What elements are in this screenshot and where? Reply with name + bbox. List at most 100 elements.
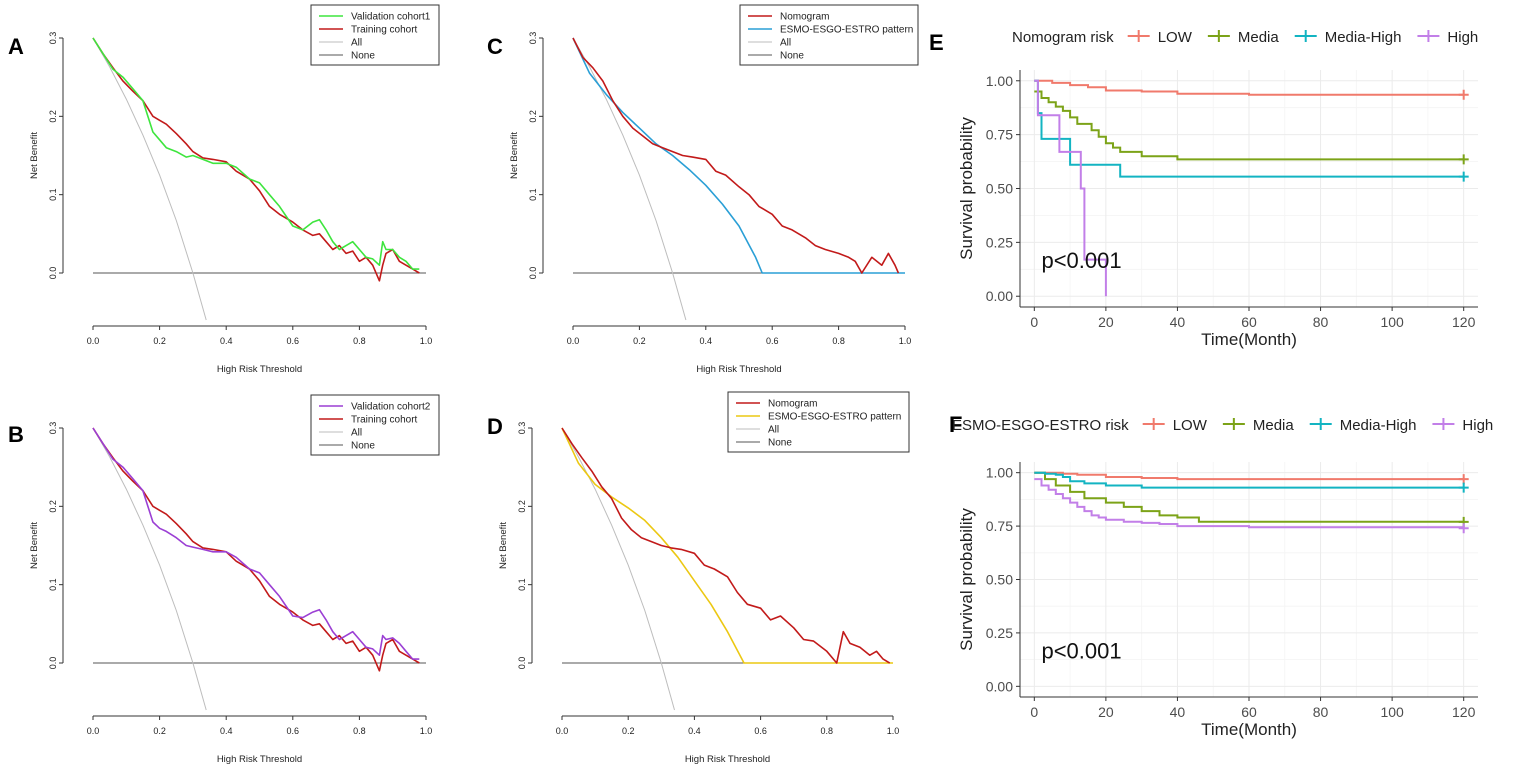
legend-label: High (1462, 417, 1493, 434)
x-tick-label: 0.8 (353, 336, 366, 346)
y-tick-label: 0.25 (986, 234, 1013, 250)
y-tick-label: 0.0 (517, 657, 527, 670)
km-curve-media (1034, 471, 1464, 523)
series-line-validation-cohort2 (92, 427, 420, 660)
x-tick-label: 1.0 (899, 336, 912, 346)
x-tick-label: 0.0 (87, 336, 100, 346)
legend-label: Validation cohort1 (351, 12, 431, 23)
series-line-all (561, 427, 675, 711)
km-curve-high (1034, 478, 1465, 529)
panel-letter: C (487, 34, 503, 59)
km-curve-media (1034, 90, 1464, 161)
y-tick-label: 0.3 (517, 422, 527, 435)
y-tick-label: 0.1 (528, 188, 538, 201)
x-tick-label: 100 (1380, 704, 1404, 720)
legend-title: Nomogram risk (1012, 29, 1114, 46)
legend-label: All (351, 38, 362, 49)
legend-label: Nomogram (768, 399, 817, 410)
x-tick-label: 1.0 (420, 726, 433, 736)
series-line-nomogram (561, 427, 891, 664)
y-tick-label: 0.2 (528, 110, 538, 123)
x-tick-label: 1.0 (420, 336, 433, 346)
x-tick-label: 0.8 (821, 726, 834, 736)
y-tick-label: 0.1 (48, 188, 58, 201)
legend-label: Media-High (1340, 417, 1417, 434)
x-tick-label: 40 (1170, 704, 1186, 720)
legend-label: Media-High (1325, 29, 1402, 46)
x-tick-label: 0.0 (556, 726, 569, 736)
legend-label: Media (1238, 29, 1280, 46)
x-axis-label: High Risk Threshold (685, 754, 770, 765)
panel-b: B 0.0 0.2 0.4 0.6 0.8 1.0 0.0 0.1 0.2 0.3 High Risk… (8, 394, 440, 765)
x-axis-label: High Risk Threshold (217, 754, 302, 765)
panel-e: E 0 20 40 60 80 100 120 0.00 0.25 0.50 0.75 1.00 Time… (929, 29, 1478, 349)
y-tick-label: 1.00 (986, 465, 1013, 481)
legend-label: All (780, 38, 791, 49)
panel-a: A 0.0 0.2 0.4 0.6 0.8 1.0 0.0 0.1 0.2 0.3 High Risk… (8, 4, 440, 375)
y-tick-label: 0.2 (48, 110, 58, 123)
censor-mark (1458, 474, 1469, 485)
y-axis-label: Survival probability (957, 117, 976, 260)
x-tick-label: 60 (1241, 704, 1257, 720)
censor-mark (1458, 523, 1469, 534)
x-tick-label: 0 (1030, 314, 1038, 330)
x-axis-label: High Risk Threshold (217, 364, 302, 375)
x-tick-label: 0.4 (688, 726, 701, 736)
x-tick-label: 80 (1313, 704, 1329, 720)
legend-label: ESMO-ESGO-ESTRO pattern (768, 412, 901, 423)
km-curve-media-high (1034, 471, 1464, 489)
censor-mark (1458, 171, 1469, 182)
x-axis-label: Time(Month) (1201, 720, 1297, 739)
x-tick-label: 0.4 (220, 336, 233, 346)
legend-label: Validation cohort2 (351, 402, 431, 413)
legend-label: Training cohort (351, 415, 418, 426)
x-tick-label: 20 (1098, 314, 1114, 330)
km-curve-low (1034, 471, 1464, 481)
series-line-esmo-esgo-estro-pattern (572, 37, 905, 274)
km-curve-low (1034, 79, 1464, 96)
y-tick-label: 0.00 (986, 678, 1013, 694)
x-tick-label: 0.6 (287, 336, 300, 346)
y-tick-label: 0.50 (986, 572, 1013, 588)
x-tick-label: 20 (1098, 704, 1114, 720)
series-line-nomogram (572, 37, 900, 274)
y-tick-label: 0.1 (517, 578, 527, 591)
series-line-training-cohort (92, 37, 420, 282)
x-tick-label: 0.2 (153, 726, 166, 736)
legend-label: None (351, 51, 375, 62)
y-tick-label: 0.0 (528, 267, 538, 280)
legend-label: Nomogram (780, 12, 829, 23)
series-line-all (572, 37, 687, 321)
y-tick-label: 0.3 (48, 32, 58, 45)
y-axis-label: Net Benefit (29, 522, 40, 569)
series-line-training-cohort (92, 427, 420, 672)
km-curve-high (1034, 79, 1107, 297)
x-tick-label: 120 (1452, 704, 1476, 720)
legend-label: ESMO-ESGO-ESTRO pattern (780, 25, 913, 36)
x-tick-label: 0.2 (622, 726, 635, 736)
y-tick-label: 0.3 (528, 32, 538, 45)
p-value-annotation: p<0.001 (1041, 248, 1121, 273)
x-tick-label: 0.6 (287, 726, 300, 736)
legend-label: Media (1253, 417, 1295, 434)
x-tick-label: 100 (1380, 314, 1404, 330)
y-tick-label: 0.3 (48, 422, 58, 435)
y-tick-label: 0.00 (986, 288, 1013, 304)
legend-label: All (768, 425, 779, 436)
y-tick-label: 0.2 (517, 500, 527, 513)
x-tick-label: 1.0 (887, 726, 900, 736)
series-line-all (92, 37, 207, 321)
y-tick-label: 0.0 (48, 267, 58, 280)
x-tick-label: 0.4 (220, 726, 233, 736)
panel-letter: D (487, 414, 503, 439)
y-tick-label: 1.00 (986, 73, 1013, 89)
x-tick-label: 0.0 (87, 726, 100, 736)
series-line-all (92, 427, 207, 711)
x-tick-label: 0.8 (353, 726, 366, 736)
y-axis-label: Net Benefit (498, 522, 509, 569)
x-tick-label: 0.6 (754, 726, 767, 736)
panel-letter: F (949, 412, 962, 437)
legend-label: All (351, 428, 362, 439)
y-tick-label: 0.75 (986, 127, 1013, 143)
